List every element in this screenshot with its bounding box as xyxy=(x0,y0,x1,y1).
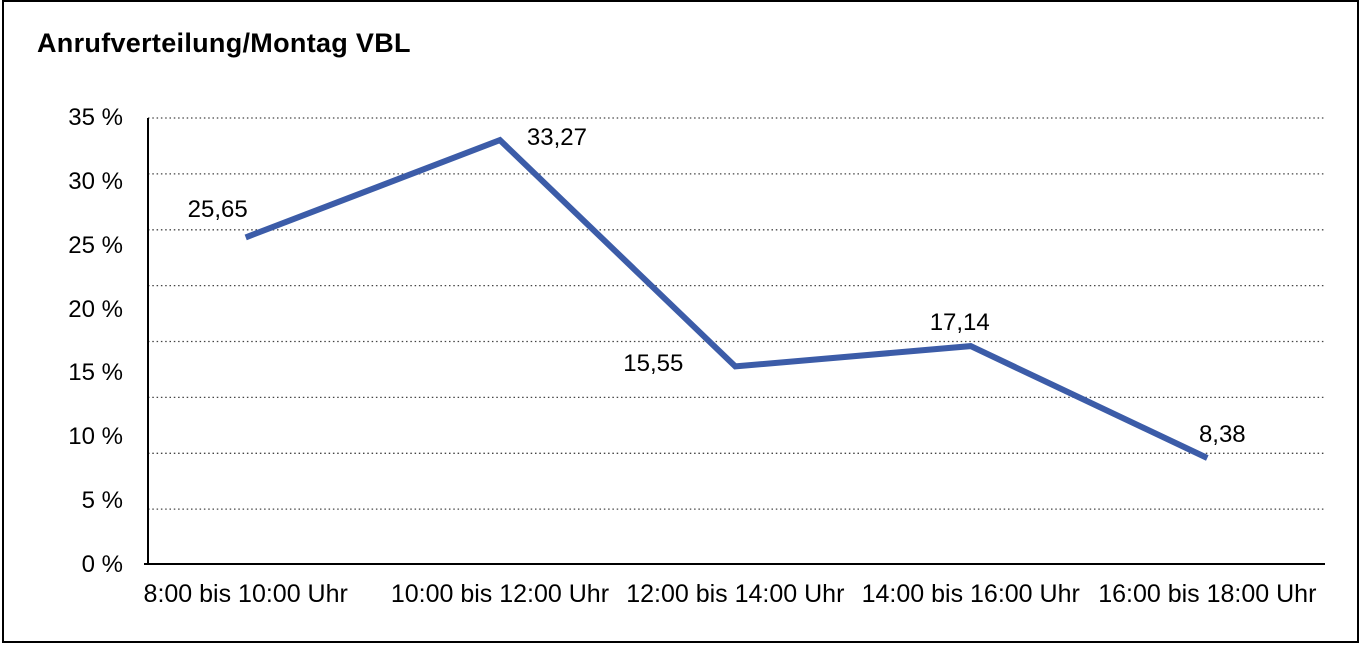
x-tick-label: 12:00 bis 14:00 Uhr xyxy=(626,580,845,608)
x-tick-label: 10:00 bis 12:00 Uhr xyxy=(390,580,610,608)
y-tick-label: 25 % xyxy=(68,231,123,259)
chart-title: Anrufverteilung/Montag VBL xyxy=(37,28,411,58)
y-tick-label: 15 % xyxy=(68,359,123,387)
value-label: 17,14 xyxy=(929,309,990,337)
y-tick-label: 20 % xyxy=(68,295,123,323)
x-tick-label: 16:00 bis 18:00 Uhr xyxy=(1098,580,1317,608)
y-tick-label: 35 % xyxy=(68,104,123,131)
series-line xyxy=(244,136,1209,461)
value-label: 33,27 xyxy=(526,124,587,152)
value-label: 15,55 xyxy=(623,350,684,378)
x-tick-label: 8:00 bis 10:00 Uhr xyxy=(143,580,348,608)
value-label: 25,65 xyxy=(187,196,248,224)
y-tick-label: 5 % xyxy=(81,487,123,515)
y-tick-label: 10 % xyxy=(68,423,123,451)
y-tick-label: 0 % xyxy=(81,551,123,578)
y-tick-label: 30 % xyxy=(68,167,123,195)
value-label: 8,38 xyxy=(1198,420,1246,448)
x-tick-label: 14:00 bis 16:00 Uhr xyxy=(861,580,1080,608)
